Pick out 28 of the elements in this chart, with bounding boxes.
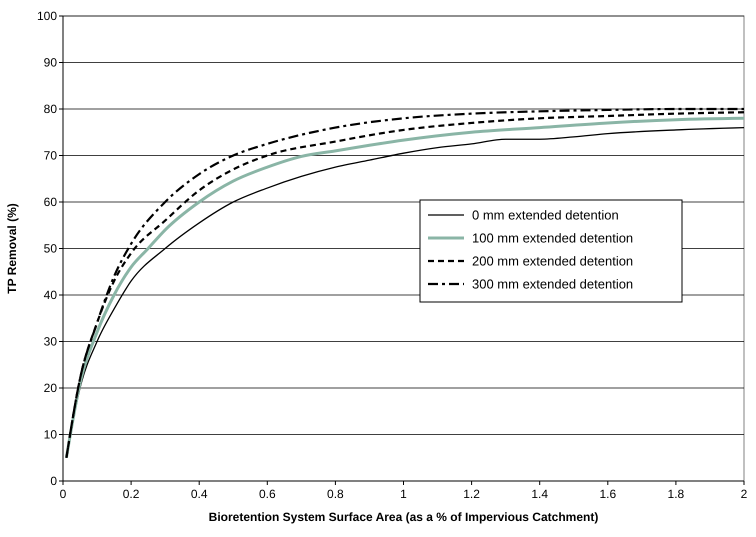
- y-tick-label: 100: [36, 9, 58, 24]
- x-tick-label: 1.8: [668, 487, 685, 501]
- y-tick-label: 90: [44, 56, 58, 70]
- legend-label: 100 mm extended detention: [472, 230, 634, 246]
- x-tick-label: 0.2: [122, 487, 140, 501]
- x-axis-title: Bioretention System Surface Area (as a % of Impervious Catchment): [208, 510, 598, 524]
- x-tick-label: 0: [60, 487, 67, 501]
- y-tick-label: 70: [44, 148, 58, 163]
- x-tick-label: 1.6: [599, 487, 616, 501]
- y-tick-label: 0: [50, 474, 58, 488]
- x-tick-label: 0.8: [327, 487, 344, 501]
- legend-label: 300 mm extended detention: [472, 276, 634, 292]
- x-tick-label: 1.2: [463, 487, 480, 501]
- y-tick-label: 10: [44, 428, 58, 442]
- x-tick-label: 0.4: [190, 487, 208, 501]
- legend-label: 200 mm extended detention: [472, 254, 634, 269]
- x-tick-label: 1: [400, 487, 408, 501]
- y-tick-label: 60: [44, 195, 58, 210]
- y-tick-label: 30: [44, 334, 58, 349]
- legend-label: 0 mm extended detention: [472, 208, 619, 223]
- x-tick-label: 0.6: [258, 487, 276, 501]
- y-tick-label: 80: [44, 102, 58, 116]
- x-tick-label: 1.4: [531, 487, 548, 501]
- y-axis-title: TP Removal (%): [5, 203, 19, 294]
- x-tick-label: 2: [740, 487, 748, 501]
- y-tick-label: 50: [44, 242, 58, 256]
- y-tick-label: 40: [44, 288, 58, 302]
- y-tick-label: 20: [44, 381, 58, 396]
